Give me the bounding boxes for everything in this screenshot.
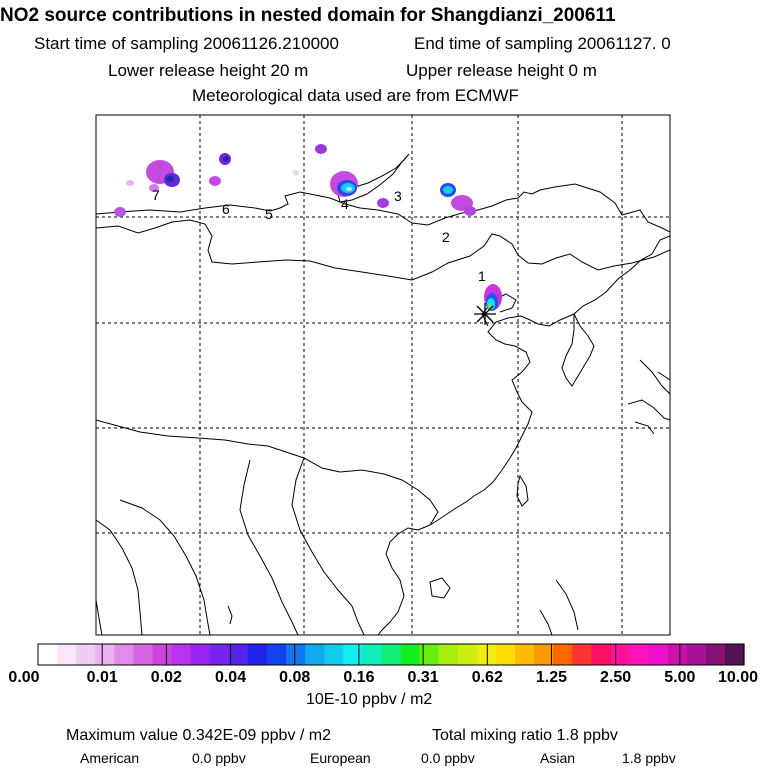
colorbar-tick-label: 0.16 [343,669,375,686]
colorbar-swatch [591,644,612,665]
colorbar-swatch [419,644,440,665]
upper-release-height-label: Upper release height 0 m [406,61,597,80]
japan-islands [627,359,670,435]
china-east-coast [429,313,575,526]
colorbar-tick-label: 5.00 [664,669,696,686]
northern-border [96,183,670,233]
route-label-1: 1 [478,268,486,284]
small-inlet [227,605,233,625]
indochina-border [96,419,439,635]
china-mongolia-border [96,219,670,281]
colorbar-swatch [152,644,173,665]
colorbar-swatch [686,644,707,665]
colorbar-swatch [629,644,650,665]
colorbar-swatch [438,644,459,665]
colorbar-swatch [534,644,554,665]
colorbar-swatch [495,644,516,665]
route-label-3: 3 [394,188,402,204]
american-value: 0.0 ppbv [192,750,246,766]
route-label-5: 5 [265,206,273,222]
colorbar-swatch [209,644,230,665]
colorbar-tick-label: 0.01 [86,669,118,686]
colorbar-tick-label: 0.08 [279,669,311,686]
colorbar-swatch [648,644,669,665]
colorbar-units: 10E-10 ppbv / m2 [306,691,433,708]
route-labels: 1 2 3 4 5 6 7 [152,187,486,284]
colorbar-swatch [57,644,77,665]
colorbar-tick-label: 0.62 [471,669,503,686]
colorbar-swatch [343,644,363,665]
colorbar-tick-label: 10.00 [717,669,759,686]
philippines-islands [539,579,579,635]
map-frame [95,114,671,636]
colorbar-swatch [247,644,268,665]
colorbar-swatch [457,644,478,665]
korea-peninsula [561,313,595,387]
european-value: 0.0 ppbv [421,750,475,766]
colorbar-swatch [266,644,287,665]
map-title: NO2 source contributions in nested domai… [0,5,616,26]
hainan-island [429,577,451,599]
colorbar-swatch [553,644,573,665]
meteorological-data-label: Meteorological data used are from ECMWF [192,86,519,105]
colorbar-swatch [286,644,306,665]
colorbar-swatch [724,644,745,665]
colorbar-swatch [114,644,134,665]
european-label: European [310,750,371,766]
colorbar [38,644,745,665]
start-time-label: Start time of sampling 20061126.210000 [34,34,339,53]
colorbar-swatch [38,644,58,665]
colorbar-tick-label: 1.25 [535,669,568,686]
colorbar-swatch [476,644,497,665]
colorbar-swatch [228,644,249,665]
colorbar-swatch [305,644,325,665]
map-grid [96,115,670,635]
maximum-value-label: Maximum value 0.342E-09 ppbv / m2 [66,727,332,744]
colorbar-swatch [400,644,421,665]
route-label-4: 4 [341,196,349,212]
colorbar-tick-label: 0.31 [407,669,439,686]
route-label-6: 6 [222,201,230,217]
india-coast [96,599,103,635]
plume-shading [114,144,502,311]
colorbar-swatch [610,644,631,665]
route-label-7: 7 [152,187,160,203]
baikal-lake [337,153,410,203]
colorbar-swatch [133,644,154,665]
total-mixing-ratio-label: Total mixing ratio 1.8 ppbv [432,727,618,744]
colorbar-tick-label: 0.02 [150,669,182,686]
colorbar-swatch [95,644,115,665]
route-label-2: 2 [442,229,450,245]
colorbar-tick-label: 2.50 [600,669,632,686]
colorbar-swatch [381,644,402,665]
asian-value: 1.8 ppbv [622,750,676,766]
colorbar-swatch [667,644,688,665]
american-label: American [80,750,140,766]
lower-release-height-label: Lower release height 20 m [108,61,309,80]
southeast-asia-coast [377,524,431,635]
map-boundaries [96,153,670,635]
colorbar-swatch [171,644,192,665]
colorbar-swatch [705,644,726,665]
asian-label: Asian [540,750,576,766]
station-marker-icon [474,303,496,325]
colorbar-tick-label: 0.00 [8,669,40,686]
colorbar-swatch [515,644,535,665]
china-northeast-border [573,235,670,315]
colorbar-tick-label: 0.04 [214,669,247,686]
colorbar-swatch [572,644,592,665]
colorbar-swatch [76,644,96,665]
colorbar-swatch [362,644,383,665]
colorbar-swatch [324,644,344,665]
colorbar-swatch [190,644,211,665]
end-time-label: End time of sampling 20061127. 0 [414,34,671,53]
taiwan-island [516,474,529,507]
